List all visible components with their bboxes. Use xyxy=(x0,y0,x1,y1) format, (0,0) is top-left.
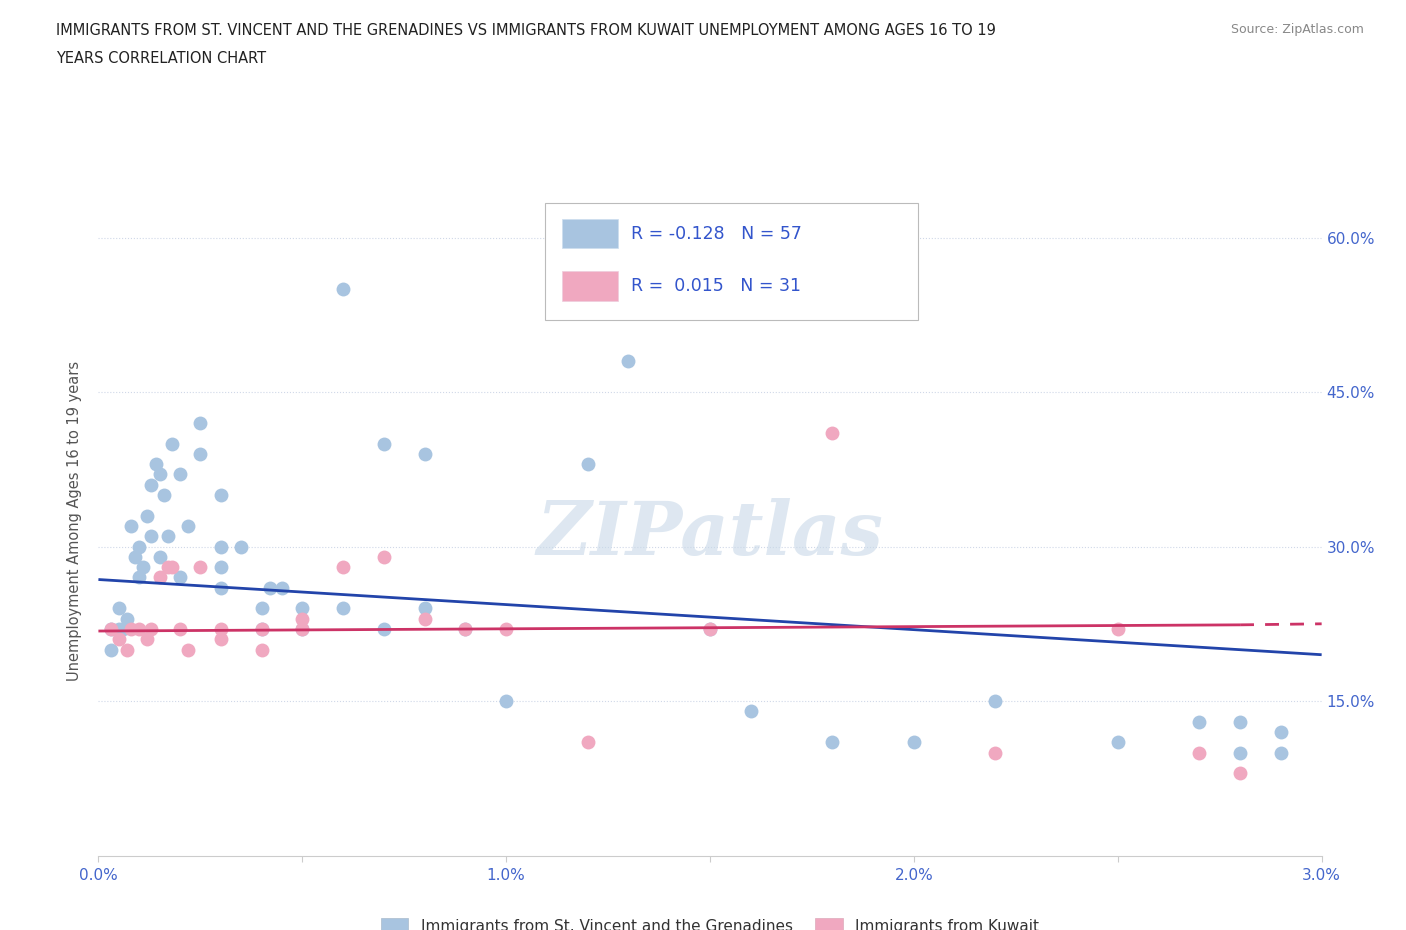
Point xyxy=(128,570,150,585)
Point xyxy=(413,611,436,626)
Point xyxy=(188,560,212,575)
Point xyxy=(291,621,314,636)
Point xyxy=(821,735,844,750)
Point xyxy=(209,539,232,554)
Point xyxy=(699,621,721,636)
Point xyxy=(149,467,172,482)
Point xyxy=(120,621,142,636)
Point xyxy=(495,621,517,636)
FancyBboxPatch shape xyxy=(562,219,619,248)
Point xyxy=(152,487,174,502)
Point xyxy=(111,621,134,636)
Point xyxy=(141,529,163,544)
Point xyxy=(250,621,273,636)
Point xyxy=(699,621,721,636)
Point xyxy=(250,601,273,616)
Point xyxy=(617,353,640,368)
Point xyxy=(115,611,138,626)
Point xyxy=(1107,735,1129,750)
Point xyxy=(149,550,172,565)
Point xyxy=(291,601,314,616)
Point xyxy=(128,539,150,554)
Point xyxy=(209,621,232,636)
Point xyxy=(209,580,232,595)
Legend: Immigrants from St. Vincent and the Grenadines, Immigrants from Kuwait: Immigrants from St. Vincent and the Gren… xyxy=(377,913,1043,930)
Point xyxy=(209,487,232,502)
Point xyxy=(100,621,122,636)
Point xyxy=(576,735,599,750)
Point xyxy=(291,621,314,636)
Point xyxy=(108,621,131,636)
Point xyxy=(1229,714,1251,729)
Point xyxy=(128,621,150,636)
Point xyxy=(495,694,517,709)
Point xyxy=(188,446,212,461)
Point xyxy=(100,642,122,657)
Point xyxy=(413,446,436,461)
Point xyxy=(821,426,844,441)
FancyBboxPatch shape xyxy=(546,203,918,320)
Point xyxy=(156,560,179,575)
Point xyxy=(576,457,599,472)
Point xyxy=(120,519,142,534)
Text: IMMIGRANTS FROM ST. VINCENT AND THE GRENADINES VS IMMIGRANTS FROM KUWAIT UNEMPLO: IMMIGRANTS FROM ST. VINCENT AND THE GREN… xyxy=(56,23,995,38)
Point xyxy=(1188,745,1211,760)
Point xyxy=(1270,745,1292,760)
Point xyxy=(332,601,354,616)
Point xyxy=(270,580,292,595)
Point xyxy=(1229,745,1251,760)
Point xyxy=(177,642,200,657)
Point xyxy=(145,457,167,472)
Point xyxy=(1270,724,1292,739)
Point xyxy=(169,570,191,585)
Point xyxy=(984,745,1007,760)
Point xyxy=(160,436,183,451)
Point xyxy=(132,560,155,575)
Point xyxy=(740,704,762,719)
Point xyxy=(1107,621,1129,636)
Point xyxy=(373,550,395,565)
Text: R =  0.015   N = 31: R = 0.015 N = 31 xyxy=(630,277,800,295)
Point xyxy=(259,580,281,595)
Point xyxy=(373,436,395,451)
Point xyxy=(250,621,273,636)
Point xyxy=(250,642,273,657)
Point xyxy=(903,735,925,750)
Point xyxy=(1188,714,1211,729)
Text: R = -0.128   N = 57: R = -0.128 N = 57 xyxy=(630,224,801,243)
Text: ZIPatlas: ZIPatlas xyxy=(537,498,883,570)
Point xyxy=(169,621,191,636)
Point xyxy=(209,631,232,646)
Point xyxy=(332,560,354,575)
Point xyxy=(100,621,122,636)
Point xyxy=(108,631,131,646)
Point xyxy=(160,560,183,575)
Point xyxy=(124,550,146,565)
Point xyxy=(188,416,212,431)
Y-axis label: Unemployment Among Ages 16 to 19 years: Unemployment Among Ages 16 to 19 years xyxy=(67,361,83,681)
Point xyxy=(231,539,253,554)
Point xyxy=(332,282,354,297)
Point xyxy=(156,529,179,544)
Point xyxy=(136,631,159,646)
Text: YEARS CORRELATION CHART: YEARS CORRELATION CHART xyxy=(56,51,266,66)
Point xyxy=(149,570,172,585)
Point xyxy=(454,621,477,636)
Point xyxy=(291,611,314,626)
Point xyxy=(984,694,1007,709)
Text: Source: ZipAtlas.com: Source: ZipAtlas.com xyxy=(1230,23,1364,36)
Point xyxy=(454,621,477,636)
Point xyxy=(108,601,131,616)
FancyBboxPatch shape xyxy=(562,271,619,300)
Point xyxy=(413,601,436,616)
Point xyxy=(209,560,232,575)
Point xyxy=(136,508,159,523)
Point xyxy=(141,621,163,636)
Point xyxy=(177,519,200,534)
Point xyxy=(115,642,138,657)
Point xyxy=(169,467,191,482)
Point xyxy=(373,621,395,636)
Point xyxy=(1229,765,1251,780)
Point xyxy=(141,477,163,492)
